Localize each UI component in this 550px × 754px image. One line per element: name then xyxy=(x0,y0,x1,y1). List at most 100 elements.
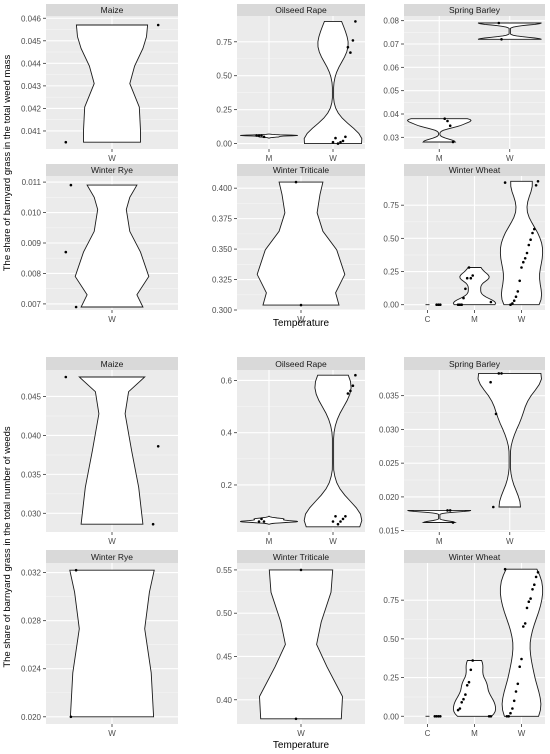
y-tick-label: 0.40 xyxy=(216,696,232,705)
y-tick-label: 0.06 xyxy=(383,63,399,72)
violin-W xyxy=(74,184,150,308)
y-tick-label: 0.08 xyxy=(383,17,399,26)
x-tick-label: M xyxy=(471,315,478,324)
y-tick-label: 0.25 xyxy=(216,106,232,115)
y-tick-label: 0.2 xyxy=(221,481,233,490)
data-point xyxy=(469,276,473,280)
data-point xyxy=(514,690,518,693)
x-tick-label: W xyxy=(506,154,514,163)
panel: Winter Wheat 0.00 0.25 0.50 0.75 C M W xyxy=(383,550,545,738)
data-point xyxy=(505,715,509,718)
data-point xyxy=(341,517,345,521)
data-point xyxy=(64,250,68,254)
y-tick-label: 0.009 xyxy=(21,239,42,248)
x-tick-label: C xyxy=(425,315,431,324)
data-point xyxy=(294,180,298,184)
facet-title: Spring Barley xyxy=(449,359,501,369)
data-point xyxy=(520,657,523,661)
data-point xyxy=(489,715,493,718)
panel: Oilseed Rape 0.2 0.4 0.6 M W xyxy=(221,357,365,546)
data-point xyxy=(509,303,512,307)
facet-strip xyxy=(46,357,178,370)
y-tick-label: 0.50 xyxy=(216,609,232,618)
data-point xyxy=(511,707,514,710)
y-tick-label: 0.07 xyxy=(383,40,399,49)
panel: Maize 0.041 0.042 0.043 0.044 0.045 0.046 W xyxy=(21,4,178,163)
violin-W xyxy=(259,569,343,720)
y-tick-label: 0.6 xyxy=(221,376,233,385)
data-point xyxy=(336,522,340,526)
data-point xyxy=(341,139,345,143)
violin-M xyxy=(452,660,497,717)
facet-title: Winter Triticale xyxy=(273,165,329,175)
data-point xyxy=(262,520,266,523)
data-point xyxy=(465,684,469,687)
y-tick-label: 0.25 xyxy=(383,268,399,277)
data-point xyxy=(344,515,347,518)
y-tick-label: 0.05 xyxy=(383,87,399,96)
data-point xyxy=(525,251,529,255)
violin-W xyxy=(69,569,155,718)
x-tick-label: M xyxy=(266,537,273,546)
data-point xyxy=(346,392,350,395)
data-point xyxy=(456,303,460,307)
x-tick-label: W xyxy=(297,729,305,738)
data-point xyxy=(255,134,258,137)
facet-strip xyxy=(237,4,365,16)
data-point xyxy=(294,717,298,721)
panel: Winter Wheat 0.00 0.25 0.50 0.75 C M W xyxy=(383,164,545,324)
facet-title: Maize xyxy=(101,5,124,15)
data-point xyxy=(462,296,465,300)
data-point xyxy=(446,509,449,512)
data-point xyxy=(492,505,495,509)
y-tick-label: 0.010 xyxy=(21,209,42,218)
data-point xyxy=(523,622,527,625)
x-tick-label: W xyxy=(297,315,305,324)
y-tick-label: 0.042 xyxy=(21,104,42,113)
data-point xyxy=(525,606,529,610)
y-tick-label: 0.025 xyxy=(379,459,400,468)
violin-W xyxy=(303,374,363,528)
x-tick-label: W xyxy=(108,537,116,546)
y-tick-label: 0.028 xyxy=(21,617,42,626)
data-point xyxy=(456,708,460,712)
y-tick-label: 0.300 xyxy=(212,306,233,315)
data-point xyxy=(336,142,340,145)
y-tick-label: 0.046 xyxy=(21,14,42,23)
x-tick-label: M xyxy=(436,537,443,546)
panel: Winter Triticale 0.40 0.45 0.50 0.55 W xyxy=(216,550,365,738)
data-point xyxy=(536,180,540,183)
data-point xyxy=(346,45,350,49)
violin-M xyxy=(240,515,298,525)
y-tick-label: 0.45 xyxy=(216,652,232,661)
facet-title: Winter Wheat xyxy=(449,552,501,562)
data-point xyxy=(64,375,68,379)
x-tick-label: W xyxy=(108,315,116,324)
data-point xyxy=(471,274,475,277)
data-point xyxy=(262,135,266,139)
data-point xyxy=(467,266,471,269)
data-point xyxy=(446,119,449,123)
x-tick-label: M xyxy=(471,729,478,738)
data-point xyxy=(458,707,462,710)
violin-W xyxy=(303,20,363,145)
data-point xyxy=(344,135,347,139)
data-point xyxy=(512,699,516,703)
y-tick-label: 0.030 xyxy=(21,509,42,518)
facet-strip xyxy=(46,164,178,176)
facet-title: Winter Rye xyxy=(91,552,133,562)
data-point xyxy=(529,597,532,600)
violin-W xyxy=(477,22,542,40)
x-tick-label: W xyxy=(518,729,526,738)
y-tick-label: 0.024 xyxy=(21,665,42,674)
data-point xyxy=(331,140,335,144)
data-point xyxy=(527,600,531,603)
y-tick-label: 0.043 xyxy=(21,82,42,91)
panel: Winter Rye 0.020 0.024 0.028 0.032 W xyxy=(21,550,178,738)
y-tick-label: 0.020 xyxy=(379,493,400,502)
y-tick-label: 0.041 xyxy=(21,127,42,136)
data-point xyxy=(339,520,342,523)
y-tick-label: 0.035 xyxy=(379,392,400,401)
facet-strip xyxy=(404,164,545,176)
